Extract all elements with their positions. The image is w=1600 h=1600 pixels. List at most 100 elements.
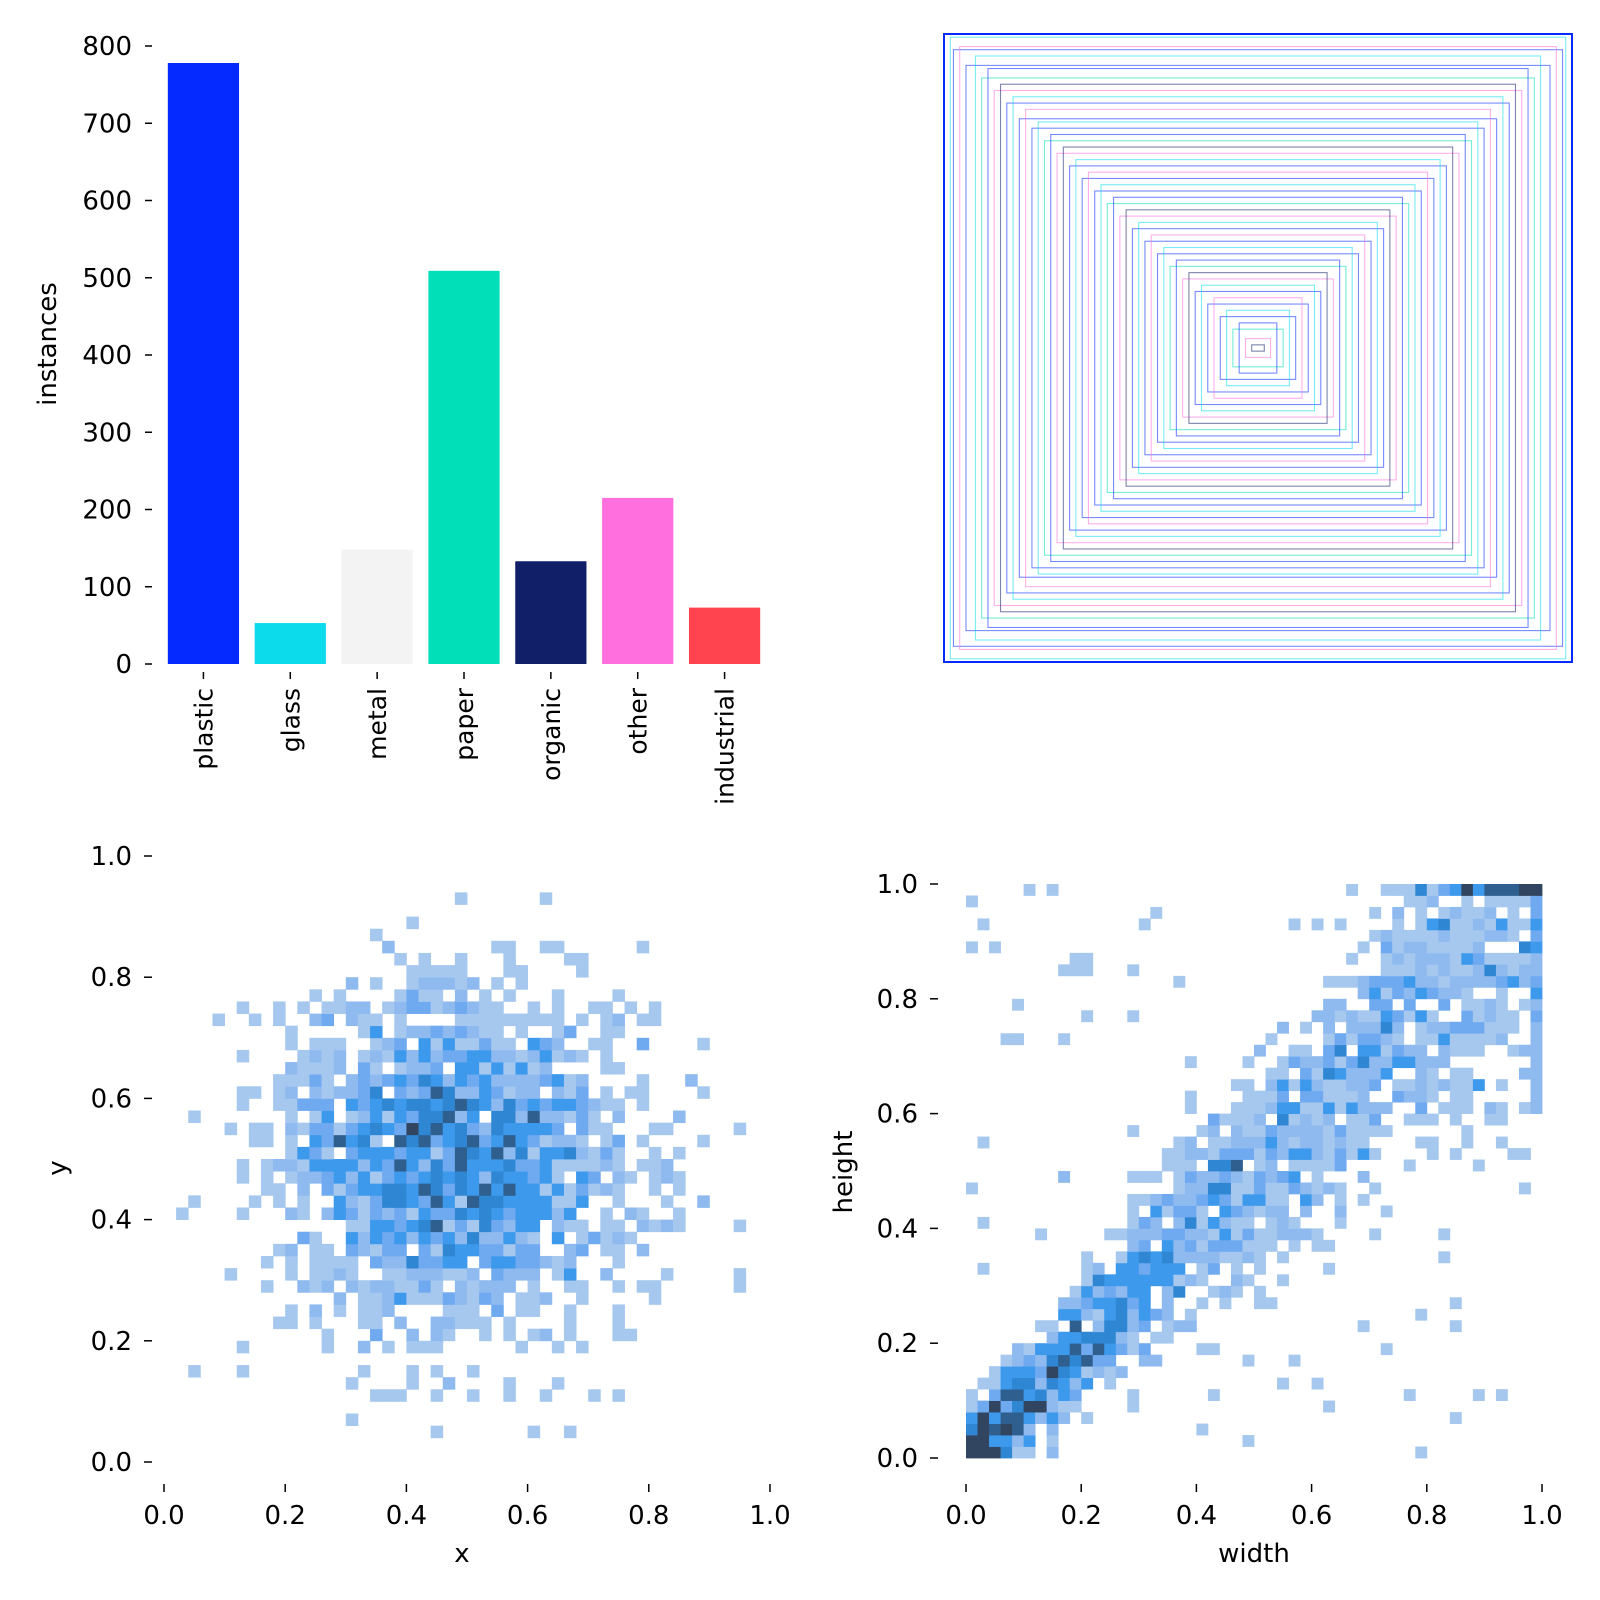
wh-cell [1518, 952, 1531, 965]
wh-cell [1507, 1010, 1520, 1023]
wh-cell [1369, 1102, 1382, 1114]
wh-cell [1069, 964, 1082, 977]
wh-cell [1277, 1125, 1289, 1137]
xy-cell [648, 1280, 662, 1293]
xy-cell [491, 1207, 504, 1220]
bar-xtick-label: glass [276, 688, 305, 752]
wh-cell [1369, 1033, 1382, 1046]
wh-cell [1518, 941, 1531, 954]
xy-cell [479, 1049, 492, 1063]
wh-cell [1415, 1113, 1428, 1126]
xy-cell [648, 1146, 662, 1160]
wh-cell [1311, 1171, 1324, 1183]
wh-cell [1357, 1021, 1370, 1034]
xy-cell [321, 1110, 335, 1124]
wh-cell [1449, 1067, 1462, 1080]
xy-cell [479, 1219, 492, 1233]
wh-cell [1230, 1171, 1243, 1183]
wh-cell [1254, 1113, 1266, 1126]
wh-cell [1415, 1102, 1428, 1114]
wh-cell [1184, 1216, 1197, 1229]
xy-cell [382, 1243, 395, 1257]
xy-cell [454, 1280, 468, 1293]
xy-cell [382, 1304, 395, 1317]
wh-cell [1207, 1113, 1220, 1126]
bar-ytick-label: 100 [82, 573, 132, 603]
wh-cell [1426, 1056, 1439, 1069]
wh-cell [1265, 1182, 1278, 1195]
bar-xtick-label: other [624, 687, 653, 754]
wh-cell [1300, 1159, 1312, 1172]
wh-cell [1161, 1159, 1174, 1172]
xy-cell [309, 1255, 322, 1269]
wh-cell [1207, 1251, 1220, 1264]
wh-cell [1277, 1136, 1289, 1149]
xy-cell [563, 952, 577, 966]
xy-cell [430, 1183, 444, 1196]
wh-cell [1472, 1079, 1485, 1092]
xy-cell [285, 1062, 298, 1075]
xy-cell [345, 1268, 359, 1281]
wh-cell [1495, 1102, 1508, 1114]
xy-cell [309, 1146, 322, 1160]
bbox-outline [1131, 228, 1385, 468]
xy-cell [321, 1098, 335, 1111]
wh-cell [1472, 941, 1485, 954]
wh-cell [1069, 1400, 1082, 1413]
wh-cell [1449, 1320, 1462, 1333]
wh-cell [1127, 964, 1140, 977]
wh-cell [1380, 1044, 1393, 1057]
xy-heatmap-panel: 0.0 0.2 0.4 0.6 0.8 1.00.00.20.40.60.81.0 x y [43, 842, 791, 1569]
xy-cell [491, 1146, 504, 1160]
wh-cell [1346, 884, 1359, 896]
xy-cell [612, 1110, 625, 1124]
wh-cell [1207, 1285, 1220, 1298]
xy-cell [612, 1316, 625, 1330]
bar-ytick-label: 700 [82, 109, 132, 139]
xy-cell [467, 1292, 480, 1305]
wh-cell [1173, 1251, 1186, 1264]
wh-cell [1334, 1159, 1347, 1172]
wh-cell [1242, 1182, 1255, 1195]
wh-cell [1403, 1056, 1416, 1069]
wh-cell [1311, 1010, 1324, 1023]
wh-cell [1484, 895, 1497, 908]
wh-cell [1081, 1297, 1094, 1310]
xy-cell [454, 952, 468, 966]
xy-cell [503, 1243, 516, 1257]
wh-cell [1207, 1343, 1220, 1356]
xy-cell [467, 1110, 480, 1124]
wh-cell [1207, 1228, 1220, 1241]
xy-cell [624, 1086, 638, 1099]
xy-cell [563, 1316, 577, 1330]
xy-cell [479, 1171, 492, 1184]
xy-cell [503, 952, 516, 966]
xy-cell [406, 1183, 419, 1196]
xy-cell [345, 1183, 359, 1196]
xy-cell [260, 1122, 274, 1136]
wh-cell [1058, 1377, 1071, 1390]
xy-cell [394, 1183, 407, 1196]
xy-cell [357, 1171, 371, 1184]
wh-cell [1323, 1056, 1336, 1069]
wh-cell [1069, 1366, 1082, 1379]
wh-cell [1461, 906, 1474, 919]
xy-cell [624, 1231, 638, 1245]
wh-cell [1311, 1056, 1324, 1069]
xy-cell [563, 1195, 577, 1208]
xy-cell [309, 1049, 322, 1063]
wh-cell [1115, 1274, 1128, 1287]
xy-cell [491, 1025, 504, 1039]
wh-cell [1173, 1136, 1186, 1149]
xy-cell [285, 1134, 298, 1148]
xy-cell [442, 1049, 456, 1063]
xy-cell [491, 1292, 504, 1305]
xy-cell [394, 1013, 407, 1027]
wh-cell [1495, 1021, 1508, 1034]
wh-cell [1346, 1056, 1359, 1069]
wh-cell [1184, 1182, 1197, 1195]
wh-cell [1069, 1377, 1082, 1390]
xy-cell [442, 1134, 456, 1148]
wh-cell [1184, 1171, 1197, 1183]
